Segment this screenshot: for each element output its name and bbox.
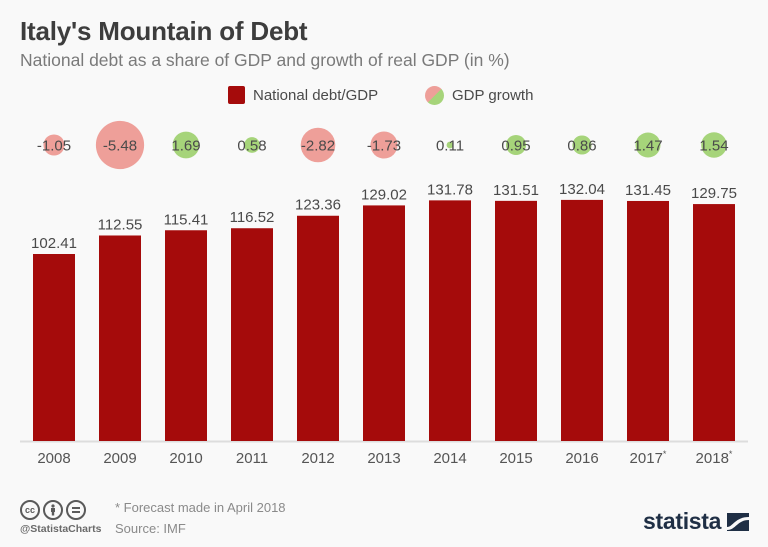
- debt-value-label: 116.52: [230, 209, 275, 226]
- cc-icon: cc: [20, 500, 40, 520]
- growth-bubble: [505, 134, 527, 156]
- x-tick-label: 2014: [433, 450, 466, 467]
- chart-title: Italy's Mountain of Debt: [20, 16, 308, 46]
- x-tick-label: 2011: [236, 450, 268, 467]
- growth-value-label: 1.69: [171, 138, 200, 155]
- growth-value-label: 0.86: [567, 138, 596, 155]
- growth-bubble: [43, 134, 65, 156]
- growth-bubble: [635, 132, 661, 158]
- statista-logo[interactable]: statista: [643, 508, 750, 535]
- debt-value-label: 102.41: [31, 235, 77, 252]
- growth-value-label: 1.47: [633, 138, 662, 155]
- x-tick-label: 2009: [103, 450, 136, 467]
- license-icons: cc: [20, 500, 86, 520]
- growth-value-label: -1.05: [37, 138, 71, 155]
- debt-value-label: 123.36: [295, 197, 341, 214]
- debt-bar: [99, 235, 141, 441]
- growth-value-label: -2.82: [301, 138, 335, 155]
- growth-value-label: 0.58: [237, 138, 266, 155]
- x-tick-label: 2008: [37, 450, 70, 467]
- growth-bubble: [701, 132, 727, 158]
- statista-logo-icon: [727, 512, 750, 531]
- debt-bar: [693, 204, 735, 441]
- debt-bar: [297, 215, 339, 441]
- debt-value-label: 131.45: [625, 182, 671, 199]
- by-person-icon: [43, 500, 63, 520]
- debt-bar: [231, 228, 273, 441]
- growth-value-label: -5.48: [103, 138, 137, 155]
- nd-equals-icon: [66, 500, 86, 520]
- growth-value-label: 0.11: [436, 138, 464, 155]
- debt-bar: [561, 199, 603, 441]
- debt-value-label: 115.41: [164, 211, 209, 228]
- growth-bubble: [172, 131, 200, 159]
- legend-label-debt: National debt/GDP: [253, 86, 379, 104]
- debt-value-label: 131.51: [493, 182, 539, 199]
- growth-bubble: [370, 131, 398, 159]
- growth-value-label: 1.54: [699, 138, 728, 155]
- chart-subtitle: National debt as a share of GDP and grow…: [20, 50, 510, 70]
- debt-bar: [495, 200, 537, 441]
- growth-bubble: [446, 141, 454, 149]
- x-tick-label: 2012: [301, 450, 334, 467]
- debt-value-label: 129.75: [691, 185, 737, 202]
- statista-handle[interactable]: @StatistaCharts: [20, 523, 102, 535]
- growth-bubble: [95, 120, 145, 170]
- debt-value-label: 132.04: [559, 181, 605, 198]
- debt-bar: [33, 253, 75, 441]
- forecast-note: * Forecast made in April 2018: [115, 500, 286, 515]
- debt-bar: [165, 230, 207, 441]
- x-tick-label: 2018*: [696, 449, 733, 467]
- x-tick-label: 2013: [367, 450, 400, 467]
- legend: National debt/GDP GDP growth: [0, 86, 768, 108]
- forecast-asterisk: *: [729, 449, 733, 459]
- x-tick-label: 2015: [499, 450, 532, 467]
- legend-item-debt: National debt/GDP: [228, 86, 378, 104]
- debt-value-label: 131.78: [427, 181, 473, 198]
- legend-swatch-debt: [228, 86, 245, 104]
- forecast-asterisk: *: [663, 449, 667, 459]
- source-note: Source: IMF: [115, 521, 186, 536]
- growth-value-label: 0.95: [501, 138, 530, 155]
- x-tick-label: 2016: [565, 450, 598, 467]
- debt-value-label: 112.55: [98, 216, 143, 233]
- debt-value-label: 129.02: [361, 186, 407, 203]
- growth-bubble: [572, 135, 592, 155]
- x-tick-label: 2010: [169, 450, 202, 467]
- debt-bar: [429, 200, 471, 441]
- debt-bar: [363, 205, 405, 441]
- legend-item-growth: GDP growth: [425, 86, 533, 105]
- legend-label-growth: GDP growth: [452, 87, 534, 104]
- debt-bar: [627, 200, 669, 441]
- legend-swatch-growth: [425, 86, 444, 105]
- statista-logo-text: statista: [643, 508, 722, 534]
- growth-bubble: [300, 127, 336, 163]
- x-tick-label: 2017*: [630, 449, 667, 467]
- growth-bubble: [244, 137, 260, 153]
- growth-value-label: -1.73: [367, 138, 401, 155]
